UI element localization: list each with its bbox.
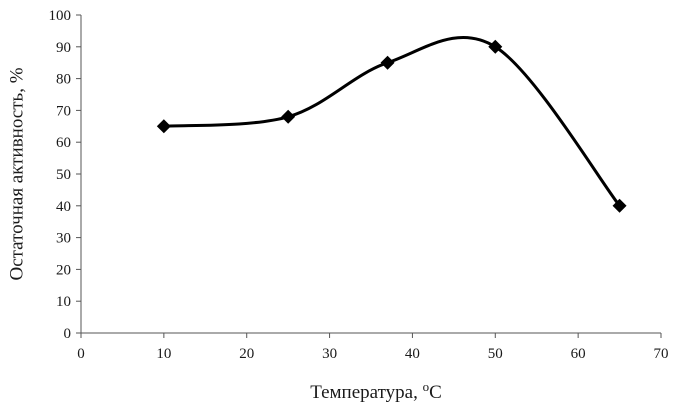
x-axis-title-text: Температура, bbox=[310, 382, 422, 403]
x-tick-label: 60 bbox=[571, 346, 586, 362]
y-tick-label: 100 bbox=[49, 8, 72, 24]
y-tick-label: 0 bbox=[64, 326, 72, 342]
y-axis-ticks: 0 10 20 30 40 50 60 70 80 90 100 bbox=[49, 8, 81, 342]
series-line bbox=[163, 36, 621, 207]
x-tick-label: 50 bbox=[488, 346, 503, 362]
x-axis-title: Температура, oC bbox=[310, 379, 442, 403]
x-axis-title-unit: C bbox=[429, 382, 442, 403]
x-tick-label: 10 bbox=[156, 346, 171, 362]
data-point bbox=[380, 55, 395, 70]
x-tick-label: 30 bbox=[322, 346, 337, 362]
y-tick-label: 60 bbox=[56, 135, 71, 151]
y-tick-label: 70 bbox=[56, 103, 71, 119]
y-tick-label: 80 bbox=[56, 72, 71, 88]
data-point bbox=[612, 198, 627, 213]
x-axis-ticks: 0 10 20 30 40 50 60 70 bbox=[77, 333, 669, 362]
x-tick-label: 40 bbox=[405, 346, 420, 362]
y-tick-label: 20 bbox=[56, 262, 71, 278]
x-axis-title-superscript: o bbox=[423, 379, 430, 394]
y-tick-label: 90 bbox=[56, 40, 71, 56]
y-tick-label: 10 bbox=[56, 294, 71, 310]
y-tick-label: 40 bbox=[56, 199, 71, 215]
x-tick-label: 20 bbox=[239, 346, 254, 362]
data-point bbox=[488, 39, 503, 54]
data-point bbox=[156, 119, 171, 134]
data-point bbox=[281, 109, 296, 124]
series-markers bbox=[156, 39, 627, 213]
x-tick-label: 70 bbox=[654, 346, 669, 362]
y-tick-label: 50 bbox=[56, 167, 71, 183]
y-axis-title: Остаточная активность, % bbox=[6, 67, 27, 280]
y-tick-label: 30 bbox=[56, 231, 71, 247]
x-tick-label: 0 bbox=[77, 346, 85, 362]
